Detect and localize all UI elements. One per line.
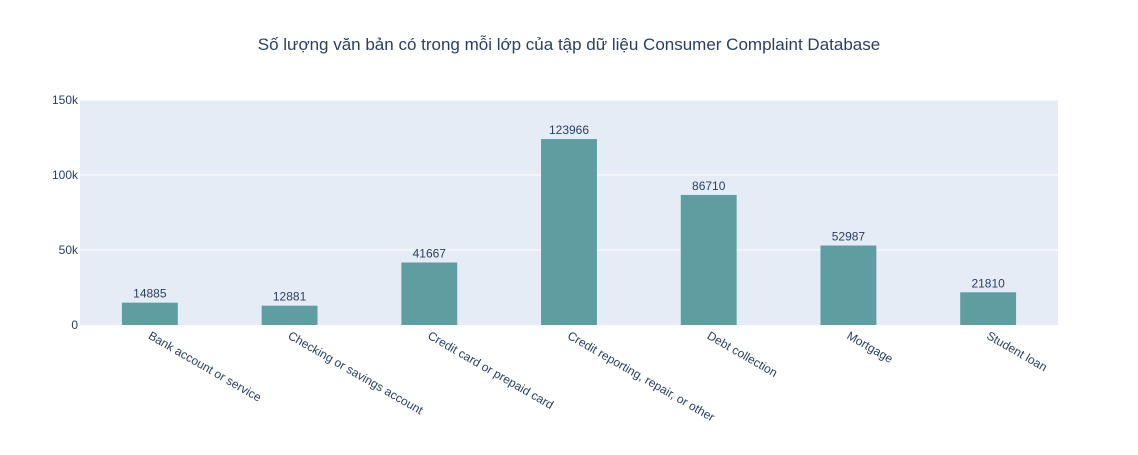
bar-value-label: 123966 [549,123,589,137]
bar[interactable] [541,139,597,325]
bar-value-label: 86710 [692,179,726,193]
bar[interactable] [261,305,318,325]
bar-value-label: 21810 [971,276,1005,290]
bar[interactable] [680,194,737,325]
x-tick-label: Student loan [984,328,1049,374]
y-tick-label: 100k [52,168,79,182]
x-tick-label: Credit card or prepaid card [425,328,556,411]
bar[interactable] [960,292,1017,325]
x-tick-label: Checking or savings account [286,328,426,417]
y-tick-label: 0 [71,318,78,332]
bar[interactable] [121,302,178,325]
bars [121,139,1017,325]
x-axis-ticks: Bank account or service Checking or savin… [146,328,1050,424]
y-tick-label: 50k [59,243,79,257]
bar[interactable] [401,262,458,325]
chart-title: Số lượng văn bản có trong mỗi lớp của tậ… [258,35,880,54]
bar-value-label: 14885 [133,287,167,301]
bar[interactable] [820,245,877,325]
x-tick-label: Credit reporting, repair, or other [565,328,717,424]
bar-value-label: 41667 [413,246,447,260]
x-tick-label: Debt collection [705,328,780,379]
y-axis-ticks: 0 50k 100k 150k [52,93,79,332]
y-tick-label: 150k [52,93,79,107]
bar-value-label: 52987 [832,230,866,244]
bar-value-label: 12881 [273,290,307,304]
x-tick-label: Mortgage [845,328,896,366]
data-labels: 14885 12881 41667 123966 86710 52987 21810 [133,123,1005,304]
x-tick-label: Bank account or service [146,328,264,404]
